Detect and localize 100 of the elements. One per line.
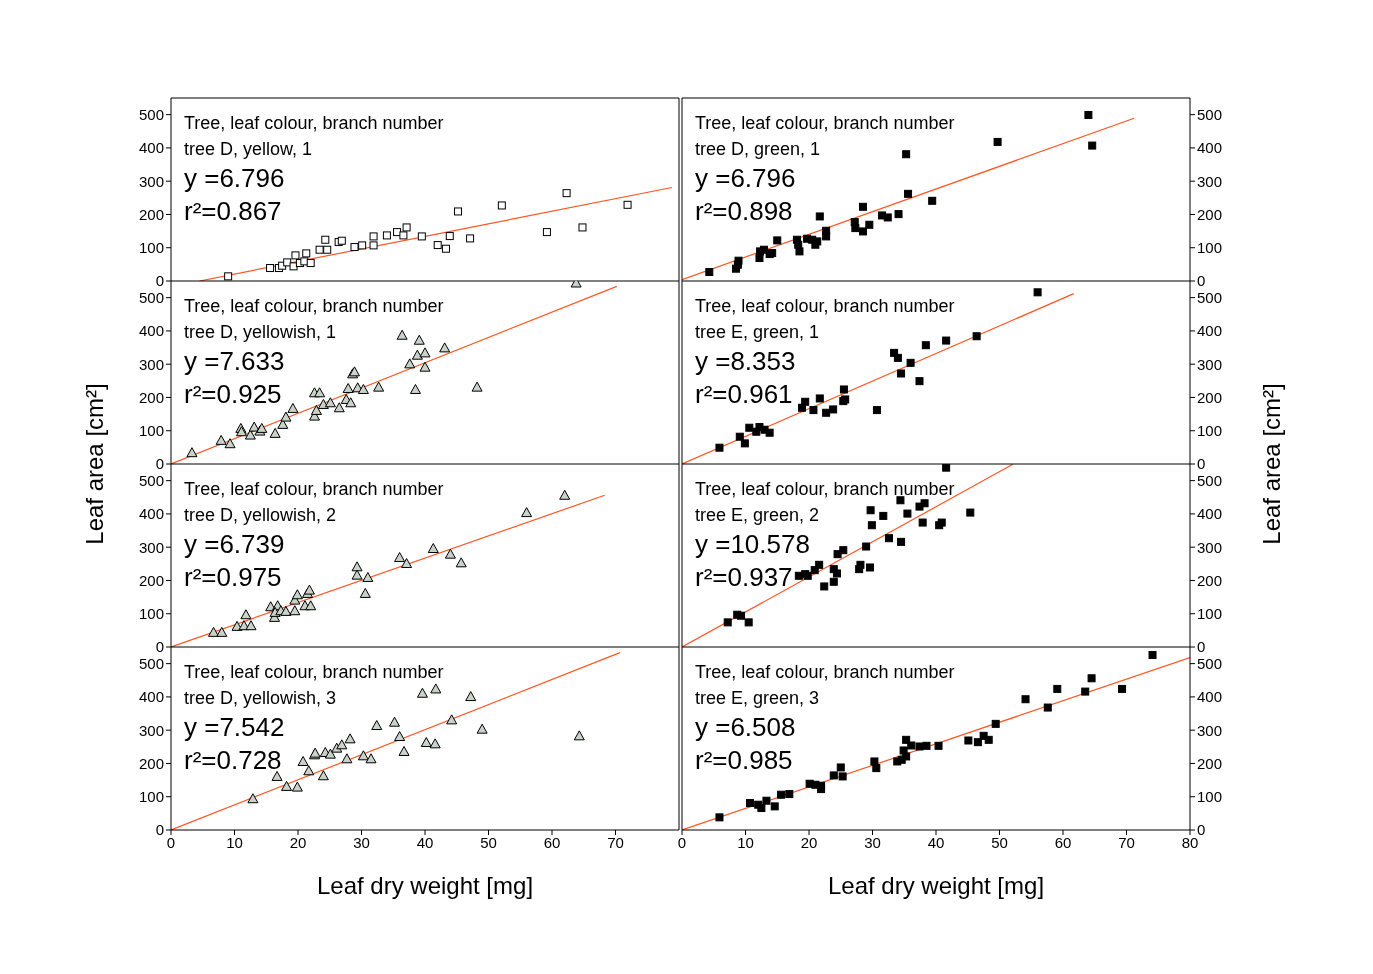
y-tick-label: 500 <box>1197 471 1223 489</box>
annotation: y =6.796 <box>184 162 286 195</box>
x-tick-label: 0 <box>677 833 687 851</box>
y-tick-label: 500 <box>138 288 164 306</box>
y-tick-label: 100 <box>138 788 164 806</box>
y-tick-label: 400 <box>138 688 164 706</box>
x-tick-label: 70 <box>1118 833 1135 851</box>
annotation: Tree, leaf colour, branch number <box>184 295 444 318</box>
annotation: y =7.633 <box>184 345 286 378</box>
y-axis-title: Leaf area [cm²] <box>81 383 109 545</box>
annotation: r²=0.898 <box>695 195 794 228</box>
y-tick-label: 200 <box>1197 754 1223 772</box>
y-tick-label: 200 <box>138 754 164 772</box>
y-tick-label: 200 <box>1197 205 1223 223</box>
y-tick-label: 0 <box>1197 272 1206 290</box>
annotation: Tree, leaf colour, branch number <box>695 661 955 684</box>
annotation: r²=0.985 <box>695 744 794 777</box>
x-tick-label: 30 <box>864 833 881 851</box>
y-tick-label: 200 <box>138 388 164 406</box>
annotation: tree D, green, 1 <box>695 138 822 161</box>
y-axis-title: Leaf area [cm²] <box>1258 383 1286 545</box>
y-tick-label: 400 <box>138 322 164 340</box>
x-tick-label: 20 <box>289 833 307 851</box>
y-tick-label: 300 <box>1197 355 1223 373</box>
annotation: y =10.578 <box>695 528 811 561</box>
x-tick-label: 70 <box>607 833 624 851</box>
y-tick-label: 100 <box>138 605 164 623</box>
x-tick-label: 30 <box>353 833 370 851</box>
y-tick-label: 300 <box>138 721 164 739</box>
annotation: y =7.542 <box>184 711 286 744</box>
x-tick-label: 80 <box>1181 833 1199 851</box>
x-tick-label: 20 <box>800 833 818 851</box>
y-tick-label: 100 <box>1197 422 1223 440</box>
x-axis-title: Leaf dry weight [mg] <box>827 872 1045 899</box>
annotation: tree D, yellowish, 3 <box>184 687 338 710</box>
y-tick-label: 300 <box>138 172 164 190</box>
y-tick-label: 100 <box>138 422 164 440</box>
annotation: tree D, yellowish, 1 <box>184 321 338 344</box>
annotation: tree E, green, 3 <box>695 687 821 710</box>
annotation: r²=0.961 <box>695 378 794 411</box>
y-tick-label: 500 <box>1197 105 1223 123</box>
annotation: r²=0.975 <box>184 561 283 594</box>
y-tick-label: 0 <box>155 821 164 839</box>
y-tick-label: 100 <box>1197 605 1223 623</box>
y-tick-label: 400 <box>138 505 164 523</box>
y-tick-label: 200 <box>1197 571 1223 589</box>
y-tick-label: 100 <box>138 239 164 257</box>
annotation: Tree, leaf colour, branch number <box>695 478 955 501</box>
x-tick-label: 60 <box>543 833 561 851</box>
y-tick-label: 300 <box>1197 538 1223 556</box>
x-tick-label: 10 <box>226 833 243 851</box>
x-tick-label: 10 <box>737 833 754 851</box>
annotation: tree D, yellow, 1 <box>184 138 314 161</box>
x-tick-label: 40 <box>416 833 434 851</box>
annotation: Tree, leaf colour, branch number <box>184 661 444 684</box>
annotation: y =6.508 <box>695 711 797 744</box>
annotation: y =6.796 <box>695 162 797 195</box>
y-tick-label: 300 <box>138 538 164 556</box>
y-tick-label: 100 <box>1197 788 1223 806</box>
y-tick-label: 400 <box>1197 505 1223 523</box>
annotation: tree E, green, 2 <box>695 504 821 527</box>
x-tick-label: 50 <box>480 833 497 851</box>
y-tick-label: 400 <box>1197 322 1223 340</box>
annotation: r²=0.867 <box>184 195 283 228</box>
annotation: r²=0.937 <box>695 561 794 594</box>
y-tick-label: 500 <box>138 654 164 672</box>
annotation: Tree, leaf colour, branch number <box>695 112 955 135</box>
annotation: Tree, leaf colour, branch number <box>184 478 444 501</box>
y-tick-label: 400 <box>1197 688 1223 706</box>
annotation: r²=0.728 <box>184 744 283 777</box>
y-tick-label: 300 <box>1197 172 1223 190</box>
y-tick-label: 0 <box>155 455 164 473</box>
y-tick-label: 0 <box>155 272 164 290</box>
y-tick-label: 100 <box>1197 239 1223 257</box>
y-tick-label: 300 <box>1197 721 1223 739</box>
y-tick-label: 400 <box>138 139 164 157</box>
y-tick-label: 500 <box>138 105 164 123</box>
annotation: y =6.739 <box>184 528 286 561</box>
x-tick-label: 0 <box>166 833 176 851</box>
x-tick-label: 40 <box>927 833 945 851</box>
y-tick-label: 200 <box>138 571 164 589</box>
annotation: Tree, leaf colour, branch number <box>695 295 955 318</box>
x-axis-title: Leaf dry weight [mg] <box>316 872 534 899</box>
y-tick-label: 200 <box>138 205 164 223</box>
x-tick-label: 60 <box>1054 833 1072 851</box>
annotation: tree D, yellowish, 2 <box>184 504 338 527</box>
y-tick-label: 400 <box>1197 139 1223 157</box>
annotation: tree E, green, 1 <box>695 321 821 344</box>
annotation: r²=0.925 <box>184 378 283 411</box>
y-tick-label: 0 <box>155 638 164 656</box>
y-tick-label: 0 <box>1197 821 1206 839</box>
y-tick-label: 500 <box>1197 654 1223 672</box>
y-tick-label: 0 <box>1197 455 1206 473</box>
annotation: Tree, leaf colour, branch number <box>184 112 444 135</box>
y-tick-label: 200 <box>1197 388 1223 406</box>
y-tick-label: 500 <box>138 471 164 489</box>
y-tick-label: 500 <box>1197 288 1223 306</box>
x-tick-label: 50 <box>991 833 1008 851</box>
annotation: y =8.353 <box>695 345 797 378</box>
y-tick-label: 0 <box>1197 638 1206 656</box>
